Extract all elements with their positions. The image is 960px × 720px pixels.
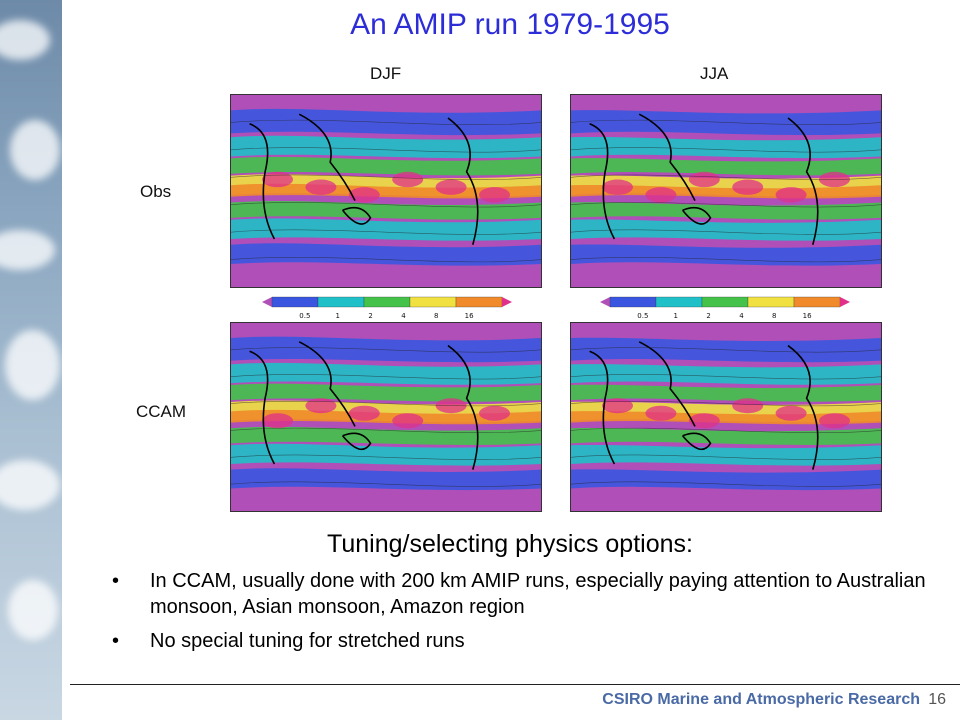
colorbar-image: 0.5 1 2 4 8 16 xyxy=(262,296,512,320)
precip-map-image xyxy=(571,95,881,287)
row-label-ccam: CCAM xyxy=(136,402,187,421)
bullet-item: • No special tuning for stretched runs xyxy=(112,628,932,654)
colorbar-tick-label: 2 xyxy=(368,312,372,320)
colorbar-jja: 0.5 1 2 4 8 16 xyxy=(600,296,850,327)
colorbar-tick-label: 8 xyxy=(434,312,438,320)
page-number: 16 xyxy=(928,691,946,708)
column-label-djf: DJF xyxy=(370,64,402,83)
bullet-list: • In CCAM, usually done with 200 km AMIP… xyxy=(112,568,932,662)
colorbar-tick-label: 1 xyxy=(673,312,677,320)
precip-map-image xyxy=(571,323,881,511)
map-ccam-jja xyxy=(570,322,882,512)
colorbar-tick-label: 8 xyxy=(772,312,776,320)
bullet-marker: • xyxy=(112,570,120,592)
colorbar-tick-label: 0.5 xyxy=(299,312,310,320)
colorbar-tick-label: 16 xyxy=(803,312,812,320)
map-ccam-djf xyxy=(230,322,542,512)
map-obs-djf xyxy=(230,94,542,288)
bullet-marker: • xyxy=(112,630,120,652)
colorbar-tick-label: 2 xyxy=(706,312,710,320)
sky-background-strip xyxy=(0,0,62,720)
colorbar-tick-label: 16 xyxy=(465,312,474,320)
bullet-text: In CCAM, usually done with 200 km AMIP r… xyxy=(150,570,926,618)
column-label-jja: JJA xyxy=(700,64,729,83)
precip-map-image xyxy=(231,95,541,287)
slide-title: An AMIP run 1979-1995 xyxy=(350,8,670,41)
bullet-item: • In CCAM, usually done with 200 km AMIP… xyxy=(112,568,932,620)
colorbar-tick-label: 4 xyxy=(739,312,744,320)
map-obs-jja xyxy=(570,94,882,288)
bullet-text: No special tuning for stretched runs xyxy=(150,630,465,652)
footer-divider xyxy=(70,684,960,685)
footer-org: CSIRO Marine and Atmospheric Research xyxy=(602,691,920,708)
colorbar-tick-label: 0.5 xyxy=(637,312,648,320)
colorbar-tick-label: 4 xyxy=(401,312,406,320)
precip-map-image xyxy=(231,323,541,511)
colorbar-tick-label: 1 xyxy=(335,312,339,320)
row-label-obs: Obs xyxy=(140,182,172,201)
subheading: Tuning/selecting physics options: xyxy=(327,530,693,558)
colorbar-djf: 0.5 1 2 4 8 16 xyxy=(262,296,512,327)
colorbar-image: 0.5 1 2 4 8 16 xyxy=(600,296,850,320)
